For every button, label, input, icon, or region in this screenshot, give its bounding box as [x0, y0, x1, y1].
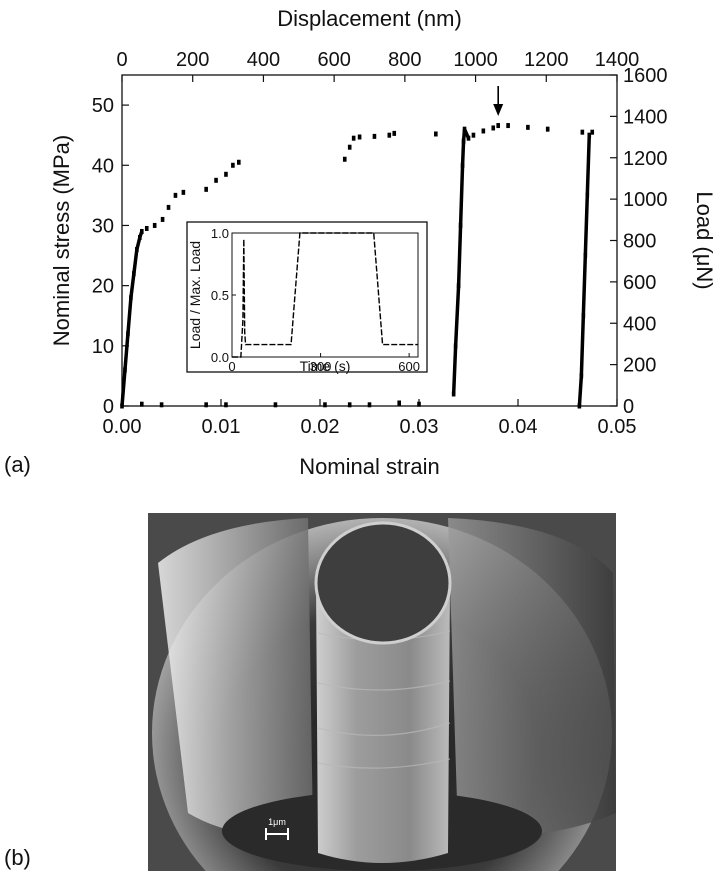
annotation-arrow-head — [493, 104, 504, 116]
data-point — [545, 126, 550, 132]
inset-x-tick-label: 600 — [398, 359, 420, 374]
data-point — [273, 402, 278, 408]
data-point — [526, 124, 530, 130]
x-tick-label: 0.01 — [202, 416, 241, 438]
data-point — [434, 131, 438, 137]
crater-wall-right — [448, 518, 616, 836]
data-point — [173, 192, 178, 198]
x-tick-label: 0.00 — [103, 416, 142, 438]
data-point — [231, 162, 235, 168]
top-tick-label: 200 — [176, 49, 209, 71]
right-tick-label: 0 — [623, 396, 634, 418]
data-point — [160, 216, 165, 222]
data-point — [152, 222, 157, 228]
data-point — [214, 177, 218, 183]
panel-label-b: (b) — [4, 845, 31, 870]
x-tick-label: 0.02 — [301, 416, 340, 438]
x-tick-label: 0.04 — [499, 416, 538, 438]
right-tick-label: 1600 — [623, 65, 668, 87]
top-tick-label: 400 — [247, 49, 280, 71]
inset-y-tick-label: 0.0 — [211, 350, 229, 365]
data-point — [140, 401, 144, 407]
inset-y-axis-title: Load / Max. Load — [187, 241, 203, 349]
data-point — [224, 402, 228, 408]
data-point — [590, 129, 595, 135]
right-tick-label: 800 — [623, 231, 656, 253]
data-point — [159, 402, 164, 408]
pillar-body — [316, 583, 450, 863]
top-tick-label: 600 — [317, 49, 350, 71]
data-point — [224, 171, 228, 177]
inset-x-tick-label: 300 — [310, 359, 332, 374]
data-point — [506, 123, 510, 129]
data-point — [471, 132, 476, 138]
y-tick-label: 10 — [92, 336, 114, 358]
data-point — [342, 156, 347, 162]
top-tick-label: 1400 — [595, 49, 640, 71]
inset-y-tick-label: 1.0 — [211, 226, 229, 241]
y-axis-title: Nominal stress (MPa) — [49, 135, 74, 346]
data-point — [367, 402, 372, 408]
y-tick-label: 0 — [103, 396, 114, 418]
data-point — [351, 135, 356, 141]
inset-y-tick-label: 0.5 — [211, 288, 229, 303]
y-tick-label: 30 — [92, 215, 114, 237]
data-point — [347, 402, 352, 408]
data-point — [347, 144, 352, 150]
x-axis-title: Nominal strain — [299, 454, 440, 479]
data-point — [204, 186, 208, 192]
inset-x-tick-label: 0 — [228, 359, 235, 374]
top-tick-label: 1000 — [453, 49, 498, 71]
right-axis-title: Load (μN) — [692, 191, 717, 289]
data-point — [417, 401, 421, 407]
scale-bar: 1μm — [265, 817, 289, 840]
panel-label-a: (a) — [4, 452, 31, 477]
x-tick-label: 0.05 — [598, 416, 637, 438]
data-point — [166, 204, 171, 210]
data-point — [144, 225, 149, 231]
data-point — [481, 128, 486, 134]
crater-wall-left — [158, 518, 313, 836]
inset-series-line — [232, 232, 418, 358]
data-line — [577, 135, 592, 407]
data-point — [392, 130, 397, 136]
top-tick-label: 1200 — [524, 49, 569, 71]
scale-bar-label: 1μm — [268, 817, 286, 827]
inset-box — [186, 221, 428, 373]
data-line — [120, 230, 144, 407]
pillar-top — [314, 521, 452, 645]
y-tick-label: 40 — [92, 155, 114, 177]
data-point — [204, 402, 208, 408]
right-tick-label: 600 — [623, 272, 656, 294]
y-tick-label: 20 — [92, 276, 114, 298]
right-tick-label: 1400 — [623, 106, 668, 128]
data-point — [357, 134, 362, 140]
top-tick-label: 0 — [116, 49, 127, 71]
right-tick-label: 1200 — [623, 148, 668, 170]
data-point — [580, 129, 585, 135]
data-point — [372, 133, 377, 139]
top-axis-title: Displacement (nm) — [277, 6, 462, 31]
top-tick-label: 800 — [388, 49, 421, 71]
data-point — [387, 132, 392, 138]
right-tick-label: 1000 — [623, 189, 668, 211]
x-tick-label: 0.03 — [400, 416, 439, 438]
right-tick-label: 200 — [623, 355, 656, 377]
data-point — [397, 400, 401, 406]
y-tick-label: 50 — [92, 95, 114, 117]
inset-plot: 0 300 600 0.0 0.5 1.0 Time (s) Load / Max. Load — [186, 221, 428, 374]
right-tick-label: 400 — [623, 313, 656, 335]
data-point — [496, 123, 500, 129]
data-point — [491, 125, 496, 131]
data-point — [323, 402, 327, 408]
data-point — [181, 189, 186, 195]
inset-x-axis-title: Time (s) — [300, 358, 351, 374]
sem-micrograph: 1μm — [148, 513, 616, 871]
data-line — [451, 128, 471, 395]
data-point — [237, 159, 241, 165]
